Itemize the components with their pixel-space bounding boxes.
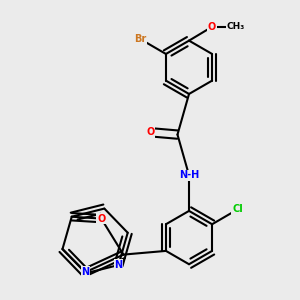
Text: Cl: Cl: [232, 205, 243, 214]
Text: O: O: [147, 127, 155, 137]
Text: O: O: [97, 214, 105, 224]
Text: N: N: [82, 267, 90, 277]
Text: O: O: [208, 22, 216, 32]
Text: Br: Br: [134, 34, 147, 44]
Text: CH₃: CH₃: [227, 22, 245, 31]
Text: N: N: [114, 260, 122, 270]
Text: N-H: N-H: [179, 170, 199, 180]
